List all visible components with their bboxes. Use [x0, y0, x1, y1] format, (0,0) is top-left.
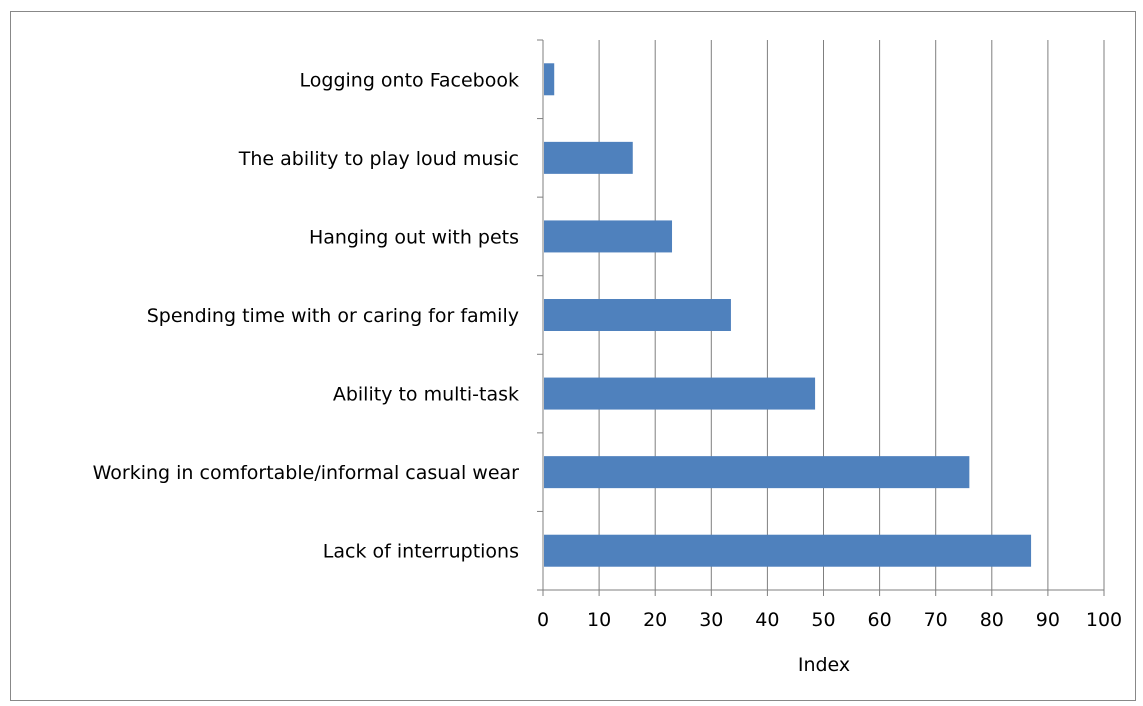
category-label: The ability to play loud music [238, 148, 519, 170]
x-tick-label: 20 [643, 609, 667, 631]
x-tick-label: 30 [699, 609, 723, 631]
x-tick-label: 100 [1086, 609, 1122, 631]
bar [544, 377, 816, 410]
bar [544, 63, 555, 96]
bar [544, 220, 673, 253]
bars [544, 63, 1032, 567]
x-tick-label: 40 [755, 609, 779, 631]
x-tick-label: 90 [1036, 609, 1060, 631]
category-label: Hanging out with pets [309, 226, 519, 248]
x-tick-label: 50 [811, 609, 835, 631]
x-tick-label: 80 [980, 609, 1004, 631]
x-tick-label: 0 [537, 609, 549, 631]
tick-labels: 0 10 20 30 40 50 60 70 80 90 100 [537, 609, 1122, 631]
category-labels: Logging onto Facebook The ability to play… [93, 69, 520, 562]
gridlines [598, 40, 1105, 590]
x-tick-label: 10 [587, 609, 611, 631]
category-label: Ability to multi-task [333, 384, 519, 406]
bar [544, 456, 970, 489]
bar [544, 534, 1032, 567]
bar [544, 299, 731, 331]
chart-frame [10, 11, 1136, 701]
axes [537, 39, 1105, 596]
category-label: Lack of interruptions [323, 541, 519, 563]
category-label: Spending time with or caring for family [147, 305, 519, 327]
x-axis-title: Index [798, 654, 850, 676]
x-tick-label: 60 [868, 609, 892, 631]
bar [544, 141, 633, 174]
category-label: Working in comfortable/informal casual w… [93, 462, 520, 484]
category-label: Logging onto Facebook [300, 69, 519, 91]
x-tick-label: 70 [924, 609, 948, 631]
